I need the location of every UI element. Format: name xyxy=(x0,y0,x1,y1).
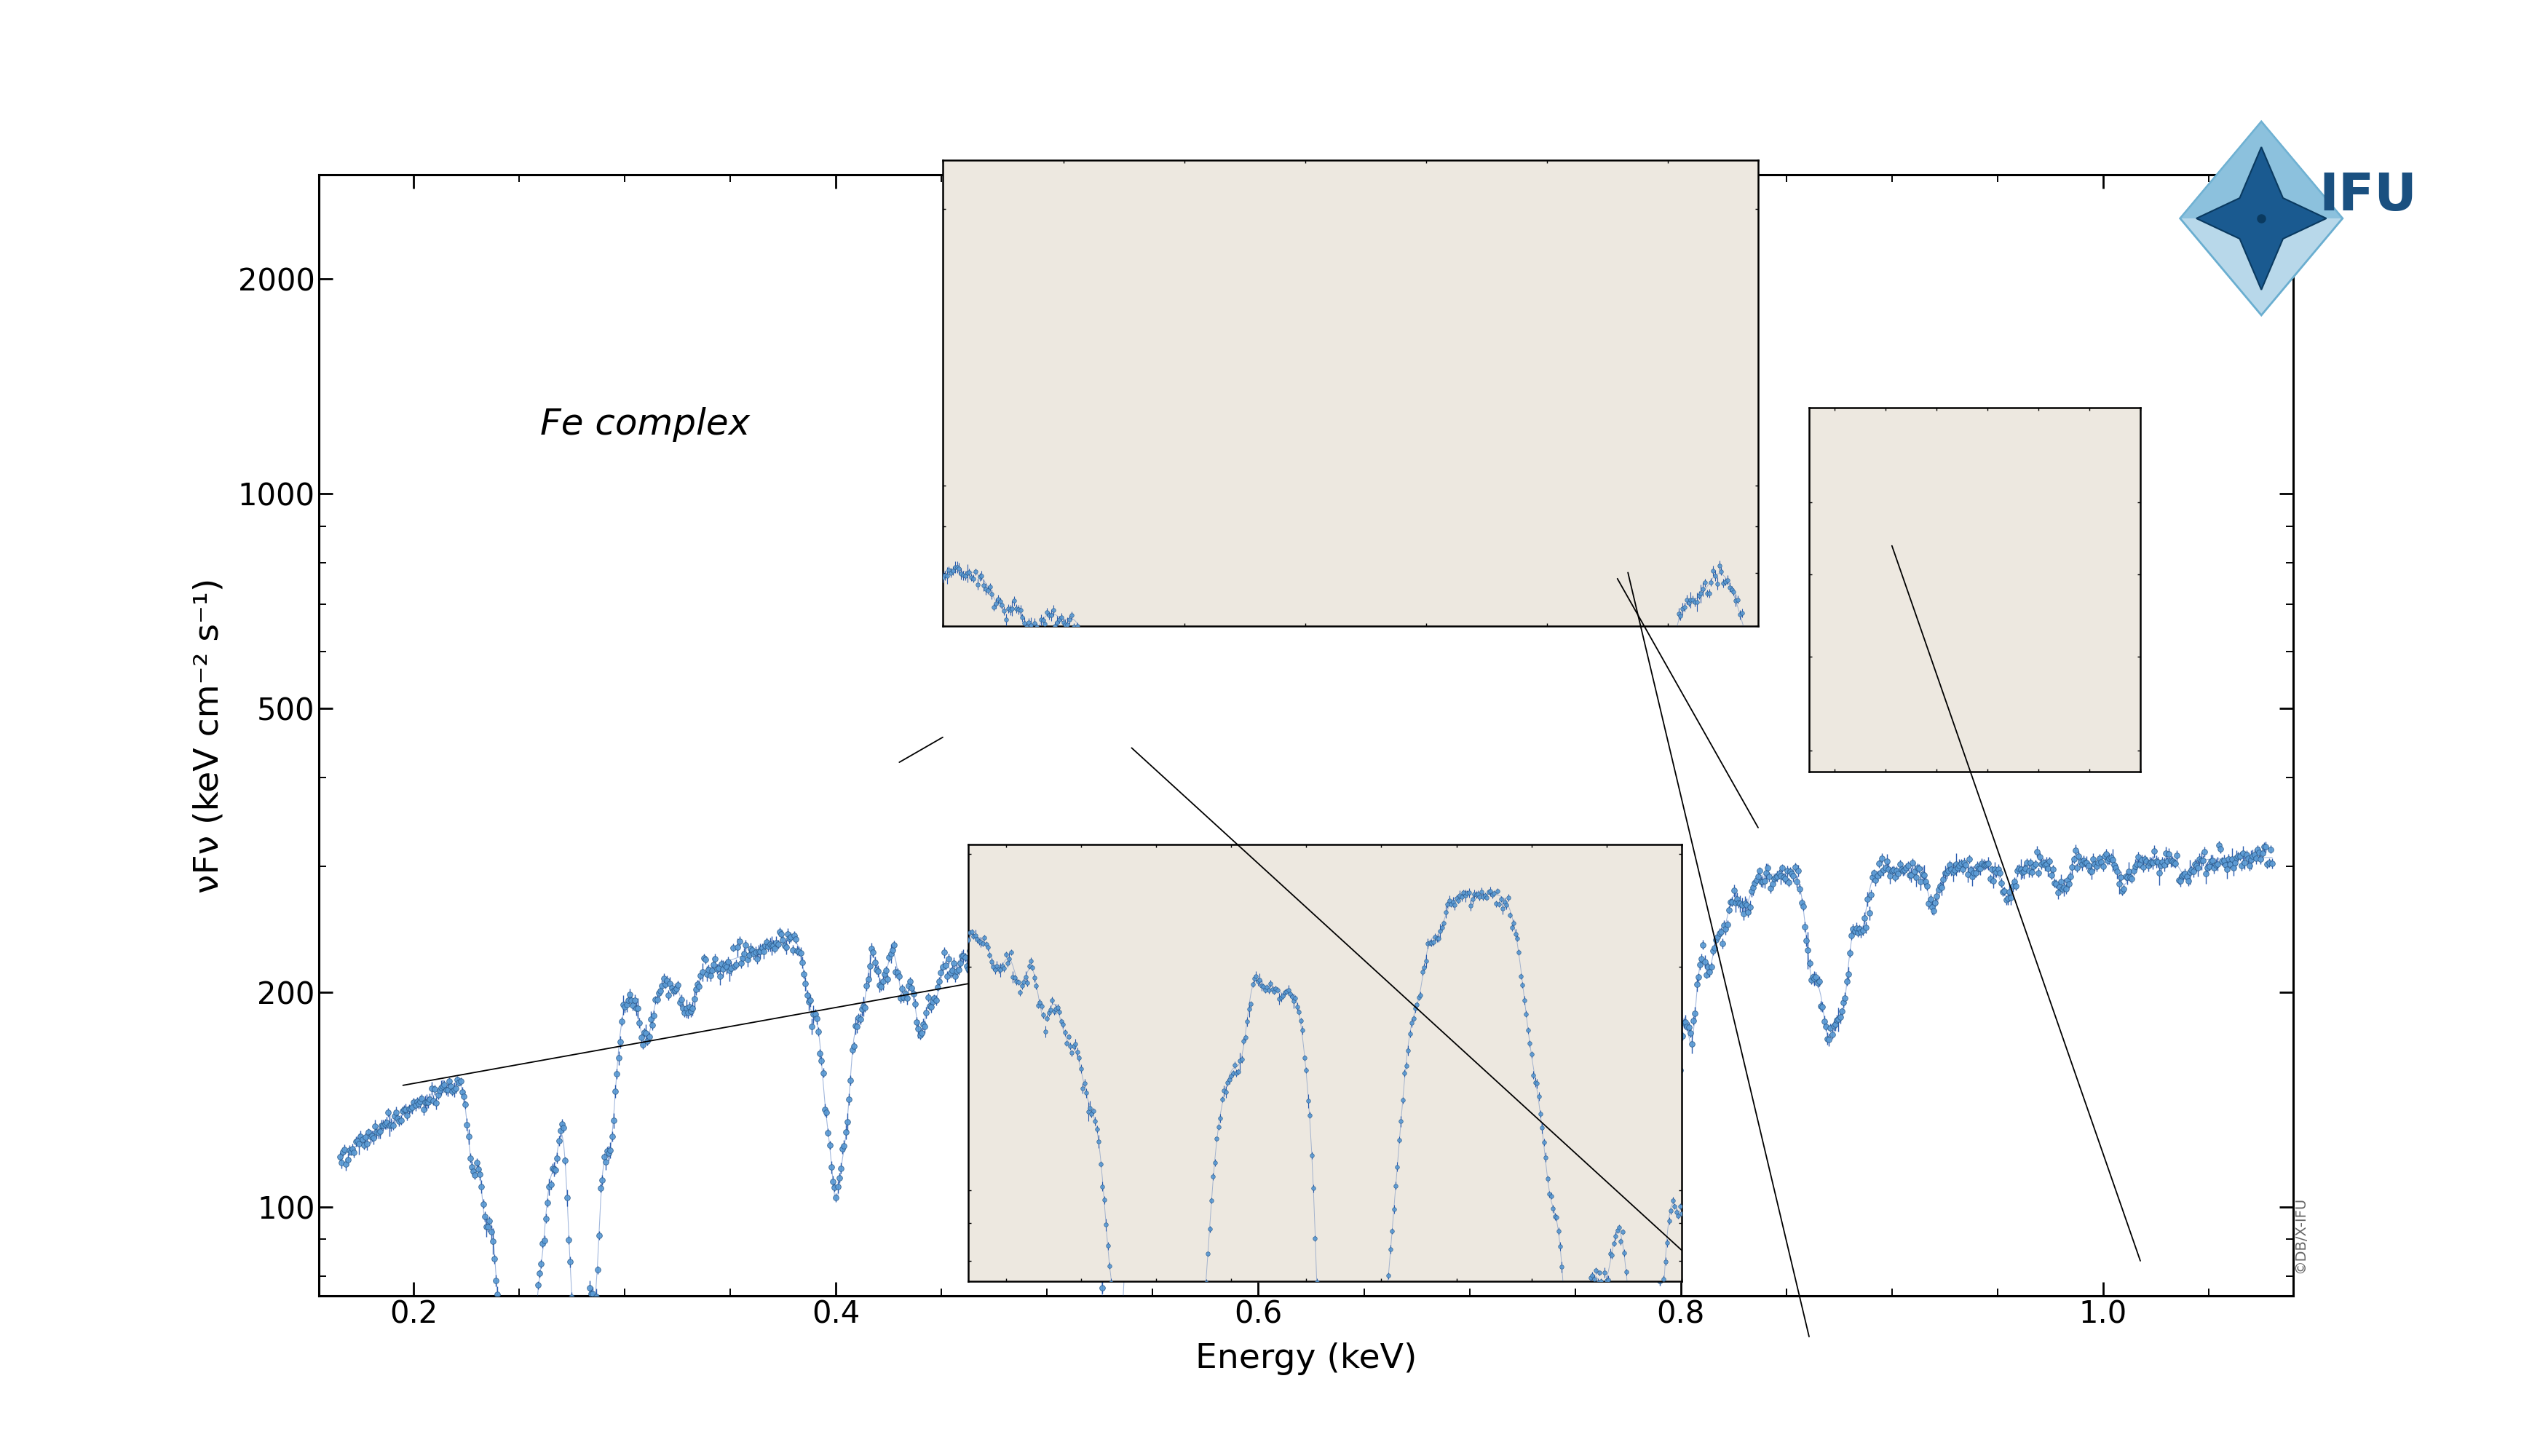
Polygon shape xyxy=(2181,122,2342,316)
Polygon shape xyxy=(2196,147,2326,290)
Polygon shape xyxy=(2181,122,2342,218)
X-axis label: Energy (keV): Energy (keV) xyxy=(1195,1342,1417,1374)
Y-axis label: νFν (keV cm⁻² s⁻¹): νFν (keV cm⁻² s⁻¹) xyxy=(194,578,227,893)
Text: Al, Si, S: Al, Si, S xyxy=(1322,983,1460,1018)
Text: Fe complex: Fe complex xyxy=(540,408,749,443)
Text: ©DB/X-IFU: ©DB/X-IFU xyxy=(2293,1197,2306,1274)
Text: IFU: IFU xyxy=(2319,172,2418,221)
